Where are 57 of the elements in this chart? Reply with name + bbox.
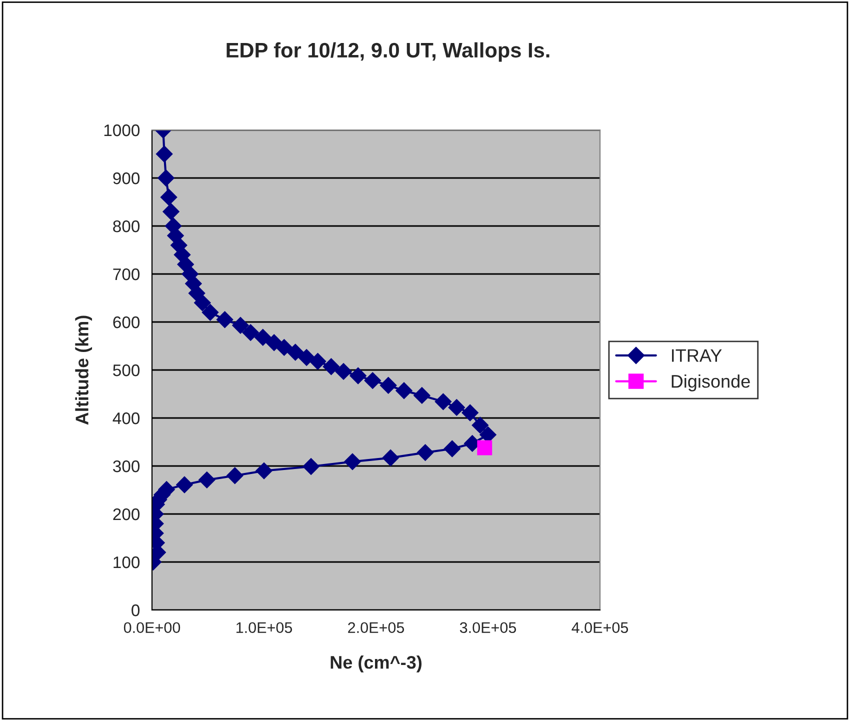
y-tick-label: 0 [132,604,140,616]
point [226,467,244,484]
y-tick-label: 600 [113,316,140,328]
point [416,444,434,461]
point [158,170,174,186]
y-tick-label: 300 [113,460,140,472]
point [477,440,492,456]
point [322,358,340,376]
point [256,462,272,480]
point [202,304,219,321]
x-tick-label: 0.0E+00 [124,622,180,634]
point [160,188,178,206]
point [414,387,430,404]
point [254,328,272,346]
x-tick-label: 1.0E+05 [236,622,292,634]
point [350,367,366,384]
point [434,393,452,410]
point [276,339,293,356]
x-axis-title: Ne (cm^-3) [330,655,422,672]
y-tick-label: 400 [112,412,140,424]
point [380,376,397,394]
legend-label: ITRAY [672,349,722,362]
chart-title: EDP for 10/12, 9.0 UT, Wallops Is. [226,42,550,62]
point [162,203,180,220]
point [176,476,193,494]
y-tick-label: 200 [113,508,140,520]
point [286,344,304,361]
point [448,399,466,416]
point [216,311,234,328]
point [382,449,399,466]
y-tick-label: 1000 [104,124,140,136]
point [364,372,382,389]
point [302,458,320,475]
point [242,324,259,341]
y-tick-label: 500 [113,364,140,376]
x-tick-label: 2.0E+05 [348,622,404,634]
point [266,334,282,352]
y-tick-label: 700 [113,268,140,280]
point [335,363,352,380]
point [298,349,315,366]
point [194,294,211,312]
point [462,404,478,422]
legend-label: Digisonde [672,374,750,392]
point [232,316,249,334]
y-tick-label: 900 [113,172,140,184]
point [344,453,361,470]
point [444,440,461,458]
x-tick-label: 4.0E+05 [572,622,628,634]
point [309,352,326,370]
y-tick-label: 100 [114,556,140,568]
x-tick-label: 3.0E+05 [460,622,516,634]
point [472,416,489,434]
y-tick-label: 800 [113,220,140,232]
point [396,382,412,400]
y-axis-title: Altitude (km) [75,316,92,425]
point [156,146,173,162]
point [198,472,216,488]
